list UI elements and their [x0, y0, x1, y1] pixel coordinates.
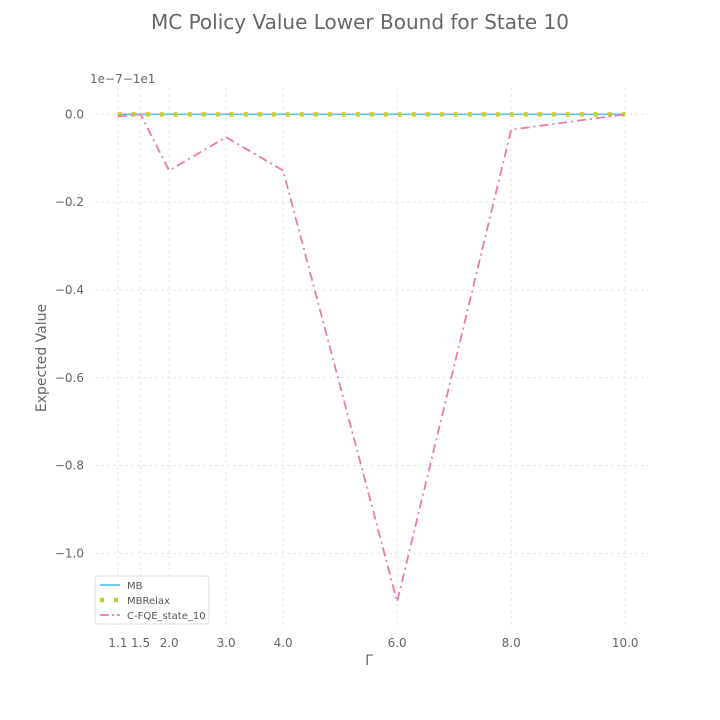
grid-lines [95, 88, 648, 628]
x-tick-label: 2.0 [160, 636, 179, 650]
y-tick-label: 0.0 [65, 107, 84, 121]
x-tick-label: 3.0 [217, 636, 236, 650]
x-tick-label: 6.0 [388, 636, 407, 650]
legend-label: MBRelax [127, 596, 170, 607]
series-line-c-fqe-state-10 [117, 113, 626, 602]
x-tick-label: 8.0 [502, 636, 521, 650]
x-tick-labels: 1.1 1.5 2.0 3.0 4.0 6.0 8.0 10.0 [108, 636, 638, 650]
y-axis-label: Expected Value [34, 304, 50, 412]
x-tick-label: 4.0 [274, 636, 293, 650]
x-tick-label: 1.1 [108, 636, 127, 650]
x-tick-label: 1.5 [131, 636, 150, 650]
x-axis-label: Γ [365, 653, 373, 669]
y-tick-label: −0.4 [55, 283, 84, 297]
legend-label: C-FQE_state_10 [127, 611, 206, 622]
legend-box [94, 575, 210, 625]
legend-label: MB [127, 581, 143, 592]
y-tick-label: −0.2 [55, 195, 84, 209]
y-tick-label: −0.8 [55, 459, 84, 473]
series-lines [117, 112, 626, 602]
y-tick-label: −0.6 [55, 371, 84, 385]
x-tick-label: 10.0 [612, 636, 639, 650]
y-offset-label: 1e−7−1e1 [90, 72, 155, 86]
chart-title: MC Policy Value Lower Bound for State 10 [151, 10, 569, 34]
legend: MB MBRelax C-FQE_state_10 [94, 575, 210, 625]
y-tick-labels: 0.0 −0.2 −0.4 −0.6 −0.8 −1.0 [55, 107, 84, 560]
y-tick-label: −1.0 [55, 546, 84, 560]
